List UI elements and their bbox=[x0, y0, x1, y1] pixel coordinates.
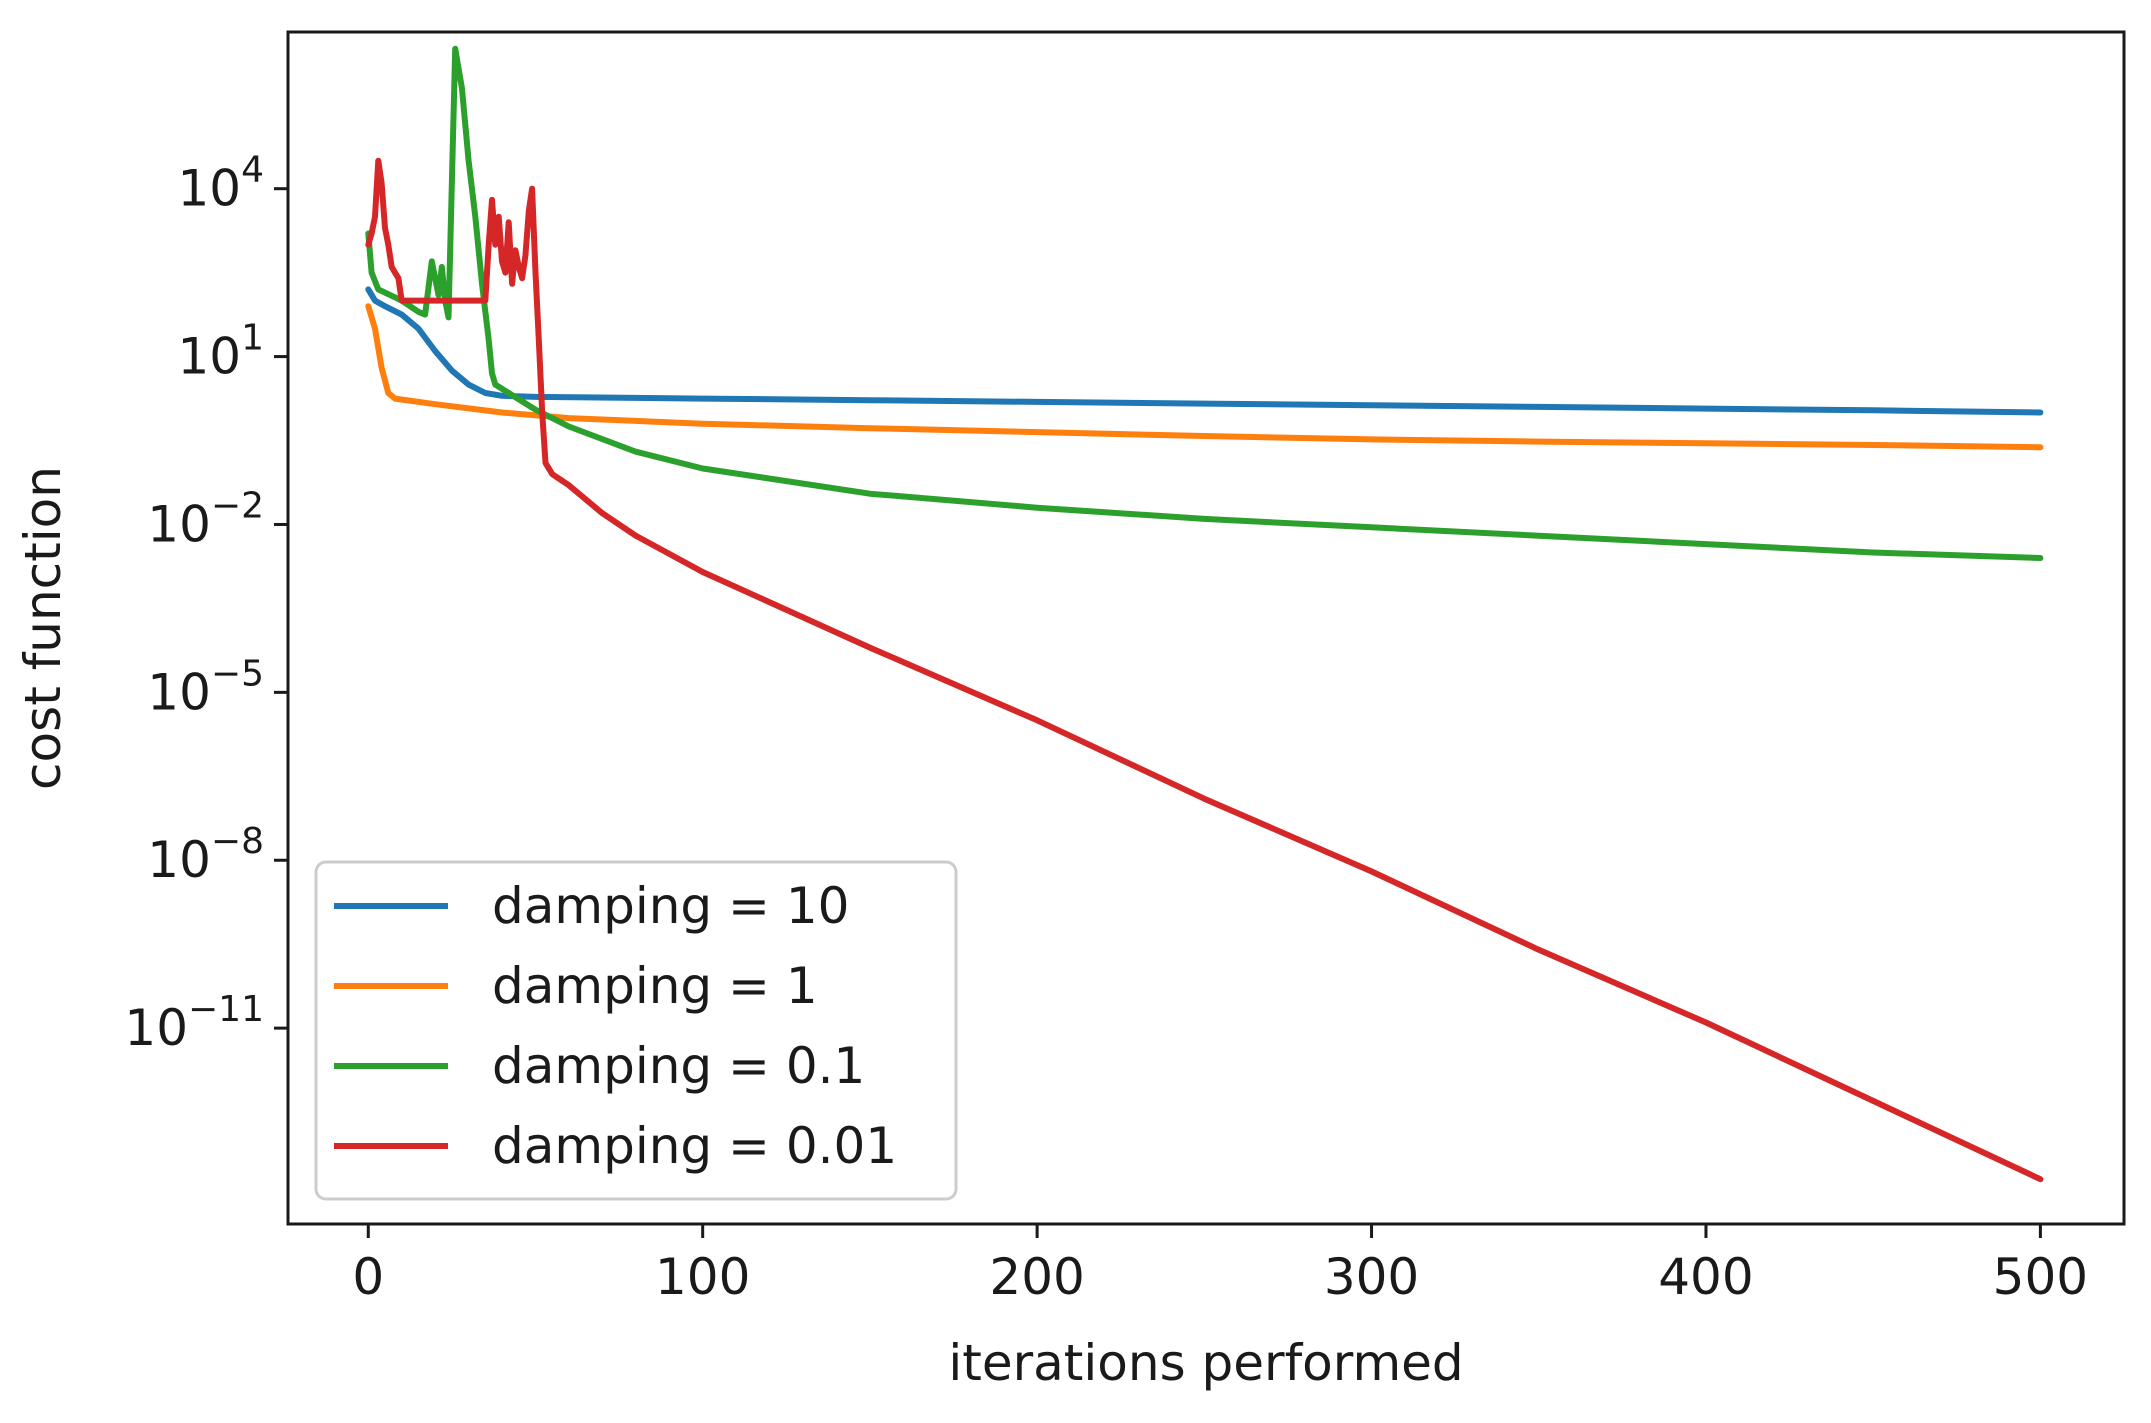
x-axis: 0 100 200 300 400 500 bbox=[352, 1224, 2088, 1306]
y-tick-label: 10−8 bbox=[147, 821, 264, 889]
x-tick-label: 500 bbox=[1993, 1248, 2088, 1306]
y-tick-label: 101 bbox=[177, 318, 264, 386]
x-tick-label: 400 bbox=[1658, 1248, 1753, 1306]
y-tick-label: 104 bbox=[177, 150, 264, 218]
series-line-1 bbox=[365, 303, 2044, 451]
legend-label-3: damping = 0.01 bbox=[492, 1117, 897, 1175]
x-tick-label: 100 bbox=[655, 1248, 750, 1306]
x-tick-label: 300 bbox=[1324, 1248, 1419, 1306]
x-tick-label: 200 bbox=[989, 1248, 1084, 1306]
series-line-3 bbox=[365, 157, 2044, 1183]
series-line-2 bbox=[365, 45, 2044, 561]
legend-label-2: damping = 0.1 bbox=[492, 1037, 865, 1095]
y-tick-label: 10−5 bbox=[147, 653, 264, 721]
y-tick-label: 10−11 bbox=[124, 989, 264, 1057]
legend: damping = 10 damping = 1 damping = 0.1 damp… bbox=[314, 860, 958, 1201]
legend-label-0: damping = 10 bbox=[492, 877, 849, 935]
y-axis: 104 101 10−2 10−5 10−8 10−11 bbox=[124, 150, 288, 1057]
y-tick-label: 10−2 bbox=[147, 485, 264, 553]
series-lines bbox=[365, 45, 2044, 1183]
x-tick-label: 0 bbox=[352, 1248, 384, 1306]
x-axis-title: iterations performed bbox=[948, 1334, 1463, 1392]
y-axis-title: cost function bbox=[14, 466, 72, 790]
legend-label-1: damping = 1 bbox=[492, 957, 818, 1015]
legend-items: damping = 10 damping = 1 damping = 0.1 damp… bbox=[334, 877, 897, 1175]
legend-box bbox=[314, 860, 958, 1201]
plot-frame bbox=[286, 30, 2126, 1226]
